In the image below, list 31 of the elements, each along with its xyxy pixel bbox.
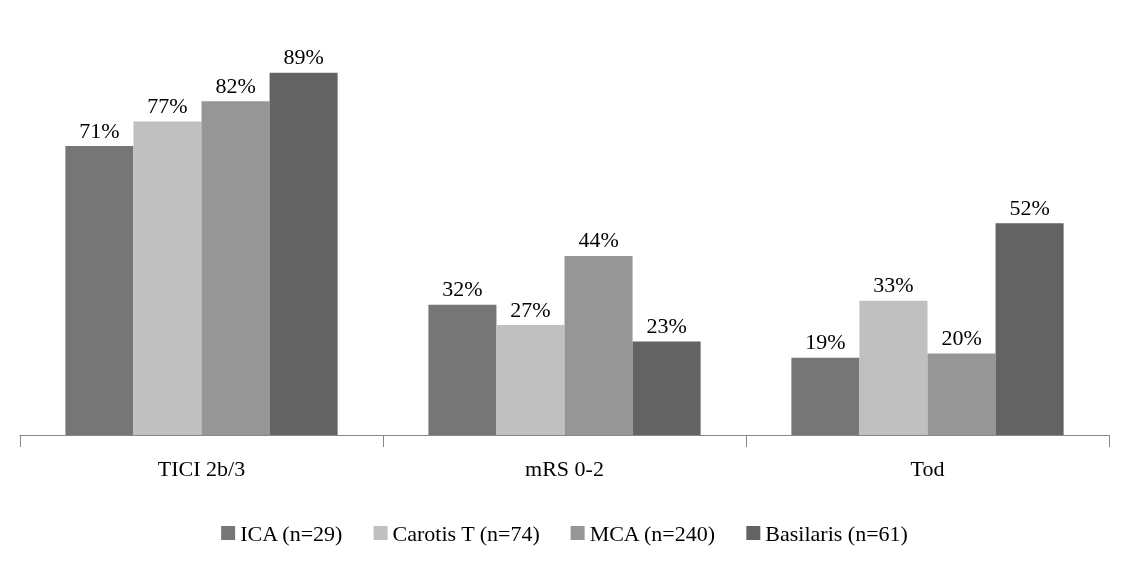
data-label: 33% [873, 272, 914, 298]
bar [632, 341, 701, 435]
bar [428, 304, 497, 435]
legend-label: Carotis T (n=74) [392, 520, 540, 546]
bar [927, 353, 996, 435]
x-tick-label: mRS 0-2 [525, 455, 604, 481]
data-label: 52% [1009, 194, 1050, 220]
bar [995, 223, 1064, 435]
data-label: 20% [941, 325, 982, 351]
data-label: 23% [646, 312, 687, 338]
data-label: 82% [215, 72, 256, 98]
data-label: 89% [283, 44, 324, 70]
bar [65, 146, 134, 435]
legend-label: Basilaris (n=61) [765, 520, 908, 546]
bar [269, 72, 338, 435]
bar [564, 255, 633, 435]
data-label: 71% [79, 117, 120, 143]
x-tick-label: TICI 2b/3 [157, 455, 246, 481]
data-label: 27% [510, 296, 551, 322]
bar [791, 357, 860, 435]
data-label: 77% [147, 93, 188, 119]
data-label: 44% [578, 227, 619, 253]
bar [133, 121, 202, 435]
bar [496, 325, 565, 435]
data-label: 19% [805, 329, 846, 355]
legend-label: ICA (n=29) [240, 520, 343, 546]
bar [201, 101, 270, 435]
legend-label: MCA (n=240) [589, 520, 716, 546]
x-tick-label: Tod [910, 455, 945, 481]
bar [859, 300, 928, 435]
data-label: 32% [442, 276, 483, 302]
